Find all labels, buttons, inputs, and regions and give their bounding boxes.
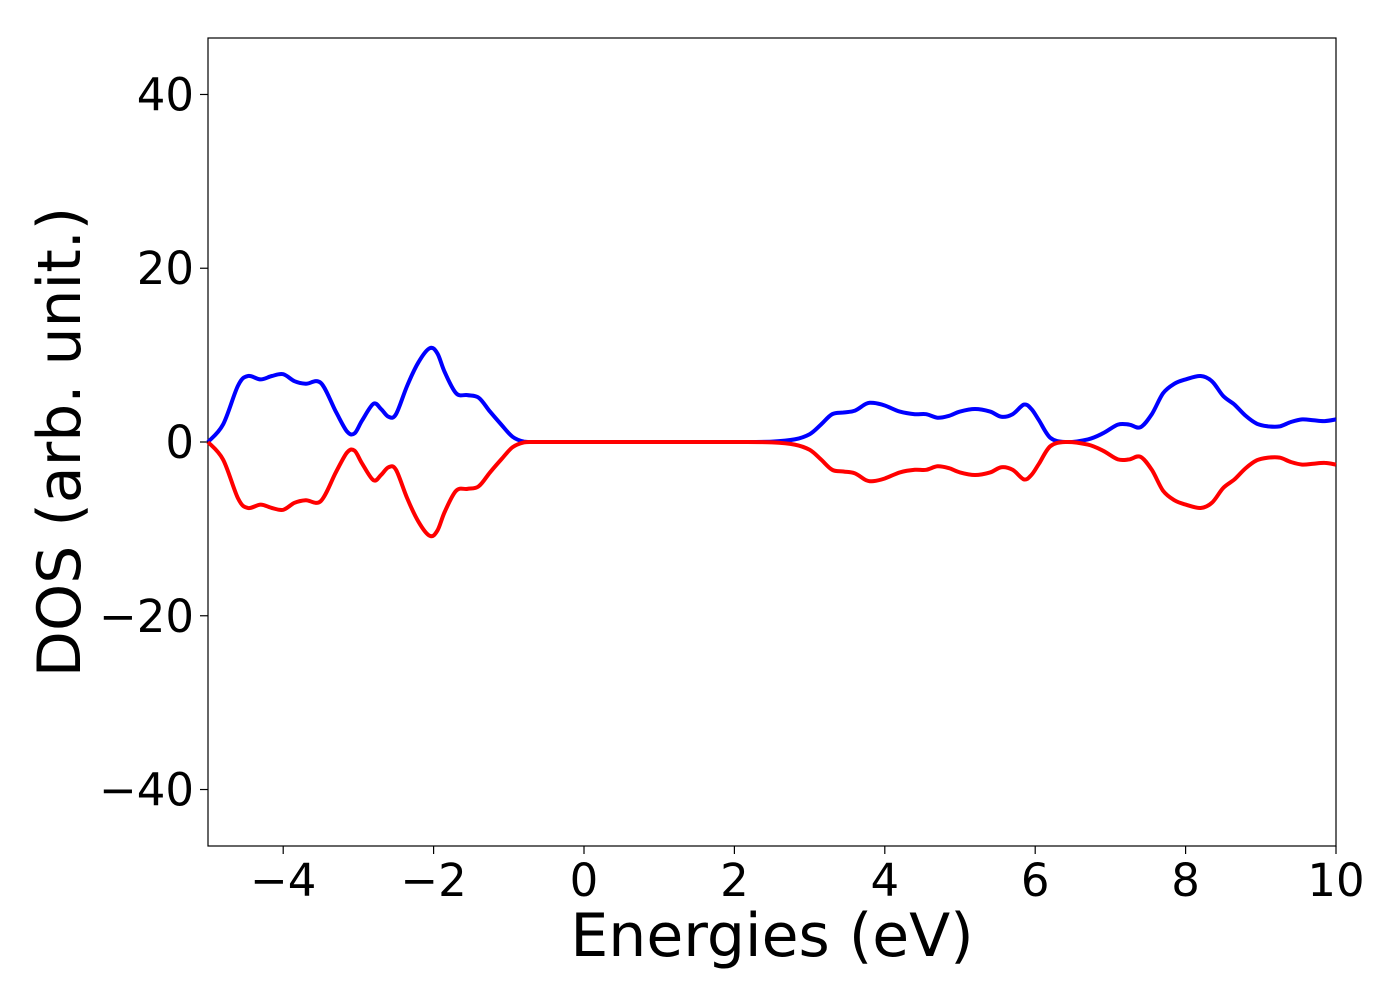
y-tick-label: −20 xyxy=(99,590,194,643)
x-tick-label: 10 xyxy=(1307,854,1364,907)
y-tick-label: −40 xyxy=(99,764,194,817)
x-axis: −4 −2 0 2 4 6 8 10 xyxy=(250,846,1365,907)
x-tick-label: 8 xyxy=(1171,854,1200,907)
x-tick-label: 6 xyxy=(1021,854,1050,907)
x-tick-label: 4 xyxy=(870,854,899,907)
y-tick-label: 20 xyxy=(137,242,194,295)
x-tick-label: 0 xyxy=(570,854,599,907)
series-line-2 xyxy=(206,439,1337,539)
x-tick-label: −4 xyxy=(250,854,316,907)
y-axis: 40 20 0 −20 −40 xyxy=(99,68,208,817)
y-tick-label: 40 xyxy=(137,68,194,121)
y-axis-title: DOS (arb. unit.) xyxy=(25,207,95,677)
x-tick-label: 2 xyxy=(720,854,749,907)
series-line-1 xyxy=(206,345,1337,445)
x-tick-label: −2 xyxy=(400,854,466,907)
y-tick-label: 0 xyxy=(165,416,194,469)
x-axis-title: Energies (eV) xyxy=(570,901,973,971)
series-layer xyxy=(206,345,1337,539)
